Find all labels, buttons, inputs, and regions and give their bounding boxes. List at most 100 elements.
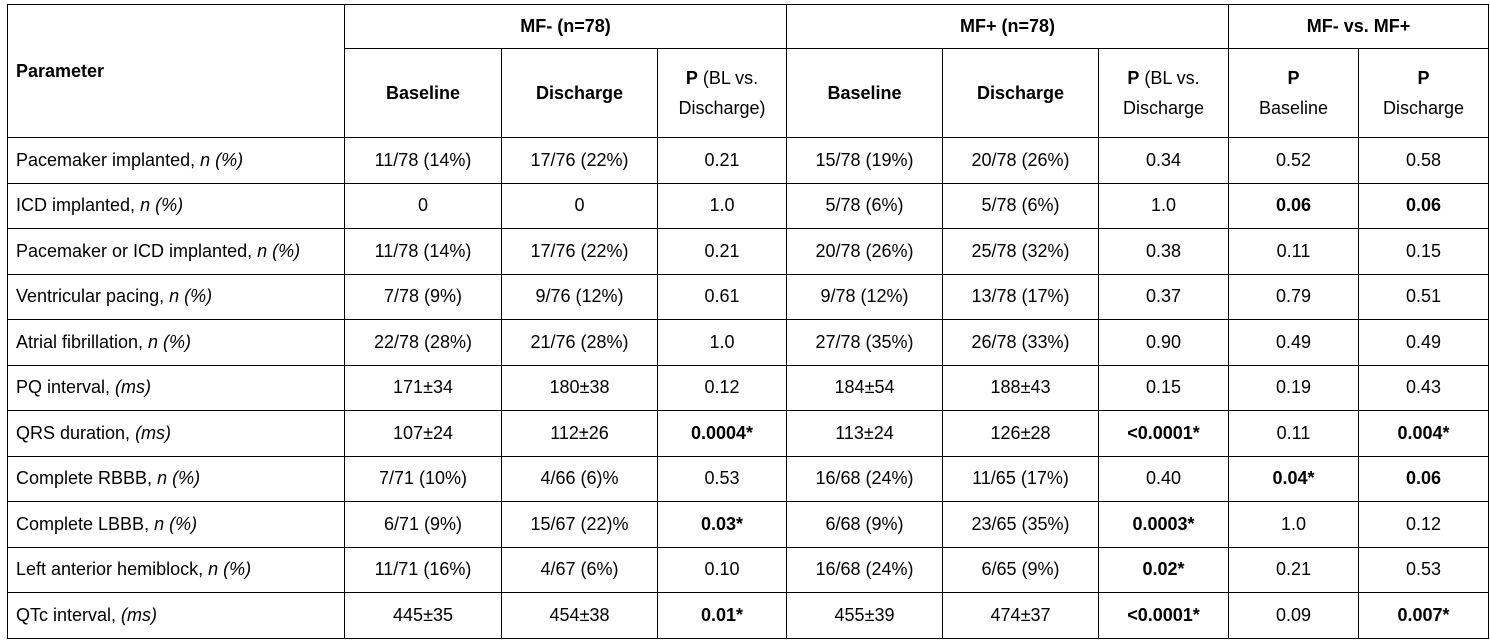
table-cell: 15/78 (19%) <box>786 137 943 184</box>
table-row: Complete LBBB, n (%) 6/71 (9%) 15/67 (22)%… <box>7 501 1489 548</box>
table-cell: 6/65 (9%) <box>942 546 1099 593</box>
table-cell: 15/67 (22)% <box>501 501 658 548</box>
table-cell: 0.10 <box>657 546 787 593</box>
table-cell: 474±37 <box>942 592 1099 639</box>
table-cell: 0.06 <box>1358 455 1489 502</box>
table-cell: 0.02* <box>1098 546 1229 593</box>
row-label-unit: n (%) <box>257 240 301 261</box>
table-cell: 0.51 <box>1358 273 1489 320</box>
table-cell: 0.43 <box>1358 364 1489 411</box>
row-label-unit: (ms) <box>121 604 158 625</box>
table-cell: 0.15 <box>1098 364 1229 411</box>
table-cell: 5/78 (6%) <box>786 182 943 229</box>
row-label-unit: n (%) <box>169 286 213 307</box>
table-cell: 27/78 (35%) <box>786 319 943 366</box>
table-cell: 0.0004* <box>657 410 787 457</box>
table-cell: 0.53 <box>657 455 787 502</box>
table-row: PQ interval, (ms) 171±34 180±38 0.12 184±54 1… <box>7 364 1489 411</box>
table-cell: 0.004* <box>1358 410 1489 457</box>
table-cell: 0.49 <box>1358 319 1489 366</box>
row-label-unit: n (%) <box>148 331 192 352</box>
table-cell: 0.53 <box>1358 546 1489 593</box>
row-label: Atrial fibrillation, n (%) <box>7 319 345 366</box>
table-cell: 0.40 <box>1098 455 1229 502</box>
table-row: Left anterior hemiblock, n (%) 11/71 (16%… <box>7 546 1489 593</box>
table-cell: 20/78 (26%) <box>786 228 943 275</box>
subheader-text: Baseline <box>1258 98 1329 118</box>
group-header-mf-minus: MF- (n=78) <box>344 4 787 49</box>
table-body: Pacemaker implanted, n (%) 11/78 (14%) 17/… <box>7 137 1489 639</box>
subheader-cell: P Baseline <box>1228 48 1359 138</box>
table-cell: 11/65 (17%) <box>942 455 1099 502</box>
row-label-text: Complete RBBB, <box>16 468 158 489</box>
table-cell: 1.0 <box>1228 501 1359 548</box>
table-cell: 107±24 <box>344 410 502 457</box>
results-table: Parameter MF- (n=78) MF+ (n=78) MF- vs. … <box>7 4 1489 639</box>
table-cell: 7/78 (9%) <box>344 273 502 320</box>
table-cell: 0.58 <box>1358 137 1489 184</box>
subheader-cell: P (BL vs. Discharge) <box>657 48 787 138</box>
table-cell: 0 <box>344 182 502 229</box>
group-header-mf-plus: MF+ (n=78) <box>786 4 1229 49</box>
table-cell: <0.0001* <box>1098 410 1229 457</box>
table-cell: 0.61 <box>657 273 787 320</box>
table-cell: 0.11 <box>1228 410 1359 457</box>
table-row: QRS duration, (ms) 107±24 112±26 0.0004* 113… <box>7 410 1489 457</box>
row-label: Complete RBBB, n (%) <box>7 455 345 502</box>
row-label: ICD implanted, n (%) <box>7 182 345 229</box>
subheader-text: (BL vs. Discharge) <box>678 68 766 118</box>
row-label: Left anterior hemiblock, n (%) <box>7 546 345 593</box>
row-label: PQ interval, (ms) <box>7 364 345 411</box>
table-cell: 11/78 (14%) <box>344 137 502 184</box>
table-cell: 0.12 <box>657 364 787 411</box>
row-label-unit: n (%) <box>154 513 198 534</box>
table-cell: 0 <box>501 182 658 229</box>
subheader-bold: P <box>1127 68 1140 88</box>
group-header-comparison: MF- vs. MF+ <box>1228 4 1489 49</box>
table-cell: 454±38 <box>501 592 658 639</box>
row-label-text: Pacemaker or ICD implanted, <box>16 240 258 261</box>
subheader-row: Baseline Discharge P (BL vs. Discharge) Bas… <box>8 48 1489 138</box>
group-header-row: Parameter MF- (n=78) MF+ (n=78) MF- vs. … <box>7 4 1489 138</box>
subheader-bold: P <box>1287 68 1300 88</box>
subheader-bold: Baseline <box>827 83 902 103</box>
table-cell: 4/67 (6%) <box>501 546 658 593</box>
table-cell: 0.06 <box>1358 182 1489 229</box>
row-label-text: PQ interval, <box>16 377 116 398</box>
row-label-unit: (ms) <box>135 422 172 443</box>
row-label-text: Pacemaker implanted, <box>16 149 201 170</box>
table-cell: 16/68 (24%) <box>786 546 943 593</box>
table-cell: 5/78 (6%) <box>942 182 1099 229</box>
table-cell: 11/78 (14%) <box>344 228 502 275</box>
subheader-bold: Discharge <box>535 83 624 103</box>
subheader-cell: P (BL vs. Discharge <box>1098 48 1229 138</box>
table-cell: 112±26 <box>501 410 658 457</box>
row-label-text: Left anterior hemiblock, <box>16 559 209 580</box>
table-row: Ventricular pacing, n (%) 7/78 (9%) 9/76 (… <box>7 273 1489 320</box>
table-cell: 0.90 <box>1098 319 1229 366</box>
table-cell: 11/71 (16%) <box>344 546 502 593</box>
subheader-cell: Baseline <box>786 48 943 138</box>
table-cell: 0.06 <box>1228 182 1359 229</box>
table-cell: 17/76 (22%) <box>501 137 658 184</box>
table-cell: 26/78 (33%) <box>942 319 1099 366</box>
row-label-unit: (ms) <box>115 377 152 398</box>
table-cell: 188±43 <box>942 364 1099 411</box>
table-cell: 0.37 <box>1098 273 1229 320</box>
table-row: QTc interval, (ms) 445±35 454±38 0.01* 455±3… <box>7 592 1489 639</box>
table-cell: 0.21 <box>657 137 787 184</box>
table-cell: 20/78 (26%) <box>942 137 1099 184</box>
table-cell: 445±35 <box>344 592 502 639</box>
table-row: ICD implanted, n (%) 0 0 1.0 5/78 (6%) 5/78 (… <box>7 182 1489 229</box>
table-cell: 0.19 <box>1228 364 1359 411</box>
row-label-unit: n (%) <box>208 559 252 580</box>
row-label: QRS duration, (ms) <box>7 410 345 457</box>
table-cell: 0.04* <box>1228 455 1359 502</box>
row-label-text: Ventricular pacing, <box>16 286 170 307</box>
subheader-bold: Discharge <box>976 83 1065 103</box>
table-row: Complete RBBB, n (%) 7/71 (10%) 4/66 (6)% 0… <box>7 455 1489 502</box>
table-cell: 23/65 (35%) <box>942 501 1099 548</box>
table-cell: 0.38 <box>1098 228 1229 275</box>
table-cell: 0.007* <box>1358 592 1489 639</box>
table-cell: 0.12 <box>1358 501 1489 548</box>
